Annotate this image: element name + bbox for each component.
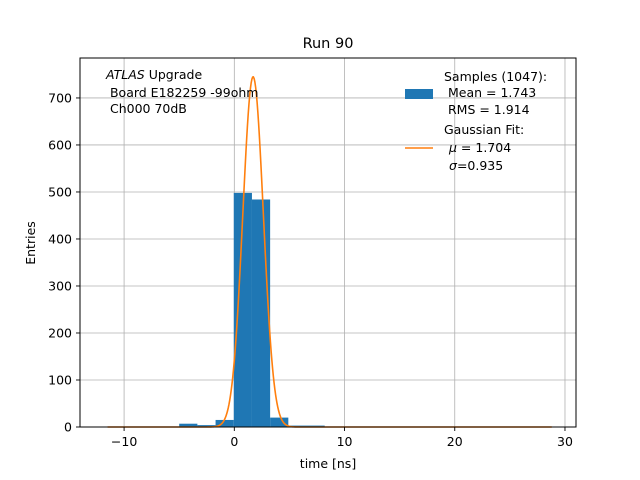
upgrade-label: Upgrade bbox=[145, 67, 203, 82]
x-tick-label: 10 bbox=[337, 434, 353, 449]
histogram-bar bbox=[251, 199, 271, 427]
atlas-annotation-line2: Board E182259 -99ohm bbox=[106, 85, 258, 100]
y-tick-label: 300 bbox=[48, 278, 72, 293]
x-tick-label: 30 bbox=[557, 434, 573, 449]
y-tick-label: 400 bbox=[48, 231, 72, 246]
legend-samples-mean: Mean = 1.743 bbox=[444, 85, 536, 100]
atlas-annotation: ATLAS Upgrade Board E182259 -99ohm Ch000… bbox=[105, 67, 258, 116]
y-tick-label: 500 bbox=[48, 184, 72, 199]
histogram-bar bbox=[270, 417, 289, 427]
legend-samples-swatch bbox=[405, 89, 433, 99]
legend-samples-rms: RMS = 1.914 bbox=[444, 102, 530, 117]
sigma-value: =0.935 bbox=[457, 158, 503, 173]
y-tick-label: 200 bbox=[48, 325, 72, 340]
x-axis-label: time [ns] bbox=[300, 456, 356, 471]
y-tick-label: 0 bbox=[64, 420, 72, 435]
histogram-bar bbox=[215, 419, 234, 427]
y-axis-ticks: 0 100 200 300 400 500 600 700 bbox=[48, 90, 80, 435]
histogram-bar bbox=[179, 423, 198, 427]
legend-samples-title: Samples (1047): bbox=[444, 69, 547, 84]
x-axis-ticks: −10 0 10 20 30 bbox=[111, 427, 573, 449]
mu-value: = 1.704 bbox=[457, 140, 511, 155]
atlas-annotation-line1: ATLAS Upgrade bbox=[105, 67, 202, 82]
atlas-label: ATLAS bbox=[105, 67, 145, 82]
x-tick-label: 0 bbox=[230, 434, 238, 449]
y-axis-label: Entries bbox=[23, 221, 38, 265]
legend-fit-mu: μ = 1.704 bbox=[448, 140, 511, 155]
y-tick-label: 600 bbox=[48, 137, 72, 152]
legend: Samples (1047): Mean = 1.743 RMS = 1.914… bbox=[405, 69, 547, 173]
y-tick-label: 100 bbox=[48, 372, 72, 387]
atlas-annotation-line3: Ch000 70dB bbox=[106, 101, 187, 116]
y-tick-label: 700 bbox=[48, 90, 72, 105]
legend-fit-title: Gaussian Fit: bbox=[444, 122, 524, 137]
legend-fit-sigma: σ=0.935 bbox=[449, 158, 503, 173]
plot-frame bbox=[79, 57, 577, 428]
sigma-symbol: σ bbox=[449, 158, 458, 173]
chart-title: Run 90 bbox=[303, 36, 354, 52]
histogram-bar bbox=[233, 192, 252, 427]
histogram-bar bbox=[197, 425, 216, 427]
x-tick-label: −10 bbox=[111, 434, 137, 449]
mu-symbol: μ bbox=[448, 140, 457, 155]
x-tick-label: 20 bbox=[447, 434, 463, 449]
